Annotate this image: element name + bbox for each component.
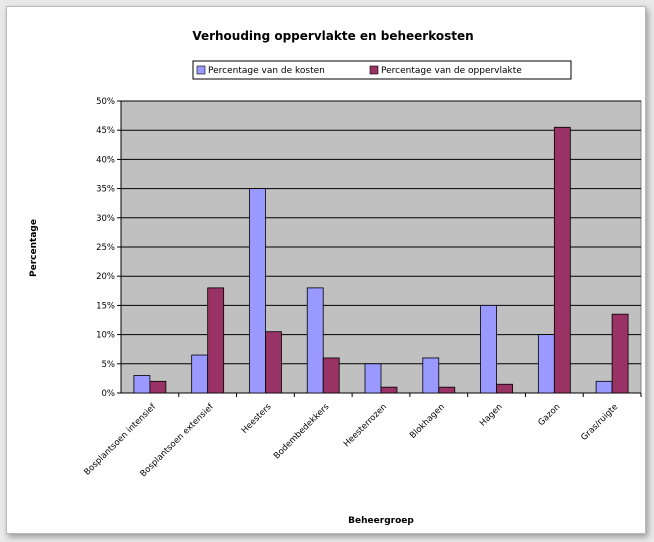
bar-kosten bbox=[537, 334, 555, 394]
y-tick-label: 45% bbox=[96, 126, 115, 136]
y-axis-title: Percentage bbox=[29, 219, 39, 277]
bar-oppervlakte bbox=[322, 357, 340, 394]
bar-kosten bbox=[191, 354, 209, 394]
x-tick-label: Heesterrozen bbox=[342, 402, 389, 449]
x-tick-label: Hagen bbox=[478, 402, 505, 429]
y-tick-label: 50% bbox=[96, 97, 115, 107]
bar-kosten bbox=[480, 304, 497, 394]
x-tick-label: Gras/ruigte bbox=[579, 402, 620, 443]
bar-kosten bbox=[133, 375, 151, 394]
legend-label-kosten: Percentage van de kosten bbox=[208, 66, 325, 76]
bar-kosten bbox=[422, 357, 440, 394]
legend: Percentage van de kosten Percentage van … bbox=[192, 60, 572, 80]
y-tick-label: 15% bbox=[96, 301, 115, 311]
bar-oppervlakte bbox=[496, 383, 513, 394]
bar-oppervlakte bbox=[553, 126, 571, 394]
y-tick-label: 5% bbox=[102, 360, 116, 370]
legend-box bbox=[192, 60, 572, 80]
y-tick-label: 10% bbox=[96, 331, 115, 341]
y-tick-label: 35% bbox=[96, 185, 115, 195]
legend-swatch-oppervlakte bbox=[369, 65, 379, 75]
legend-swatch-kosten bbox=[196, 65, 206, 75]
x-tick-label: Bodembedekkers bbox=[272, 402, 332, 462]
bar-kosten bbox=[249, 188, 266, 394]
y-tick-label: 0% bbox=[102, 389, 116, 399]
x-tick-label: Heesters bbox=[240, 402, 274, 436]
bar-oppervlakte bbox=[207, 287, 225, 394]
y-tick-label: 30% bbox=[96, 214, 115, 224]
bar-oppervlakte bbox=[265, 331, 282, 394]
legend-label-oppervlakte: Percentage van de oppervlakte bbox=[381, 66, 522, 76]
plot-area: 0%5%10%15%20%25%30%35%40%45%50%Bosplants… bbox=[82, 97, 642, 479]
bar-kosten bbox=[364, 363, 382, 394]
y-tick-label: 20% bbox=[96, 272, 115, 282]
x-tick-label: Gazon bbox=[536, 402, 562, 428]
chart-title: Verhouding oppervlakte en beheerkosten bbox=[192, 29, 473, 43]
bar-oppervlakte bbox=[438, 386, 456, 394]
y-tick-label: 40% bbox=[96, 155, 115, 165]
bar-oppervlakte bbox=[611, 313, 629, 394]
bar-oppervlakte bbox=[149, 380, 167, 394]
bar-kosten bbox=[306, 287, 324, 394]
bar-kosten bbox=[595, 380, 613, 394]
x-tick-label: Blokhagen bbox=[408, 402, 447, 441]
bar-oppervlakte bbox=[380, 386, 398, 394]
x-axis-title: Beheergroep bbox=[348, 516, 414, 526]
y-tick-label: 25% bbox=[96, 243, 115, 253]
